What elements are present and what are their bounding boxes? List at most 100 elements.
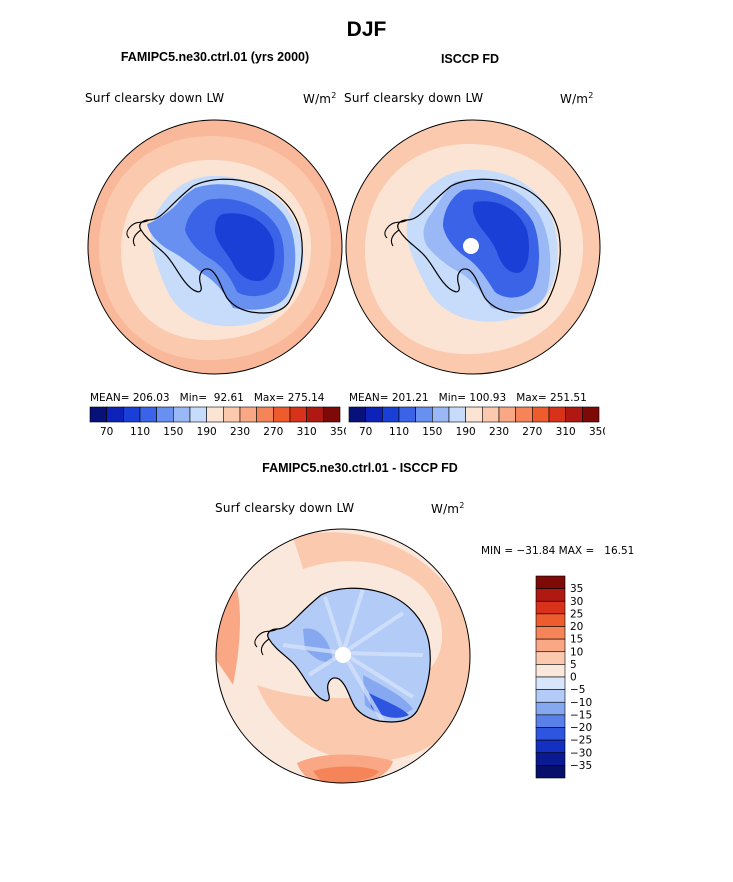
panel-3-colorbar-tick-label-0: 35 — [570, 583, 583, 595]
panel-1-max-label: Max= — [253, 392, 285, 404]
panel-3-coastline — [267, 587, 431, 723]
panel-1-colorbar-box-2 — [123, 406, 141, 423]
panel-1-colorbar-tick-label-7: 350 — [330, 426, 346, 438]
panel-3-colorbar-box-4 — [535, 626, 566, 640]
panel-1-map-border — [87, 119, 343, 375]
panel-2-units: W/m2 — [560, 91, 594, 106]
panel-2-colorbar-box-9 — [498, 406, 516, 423]
panel-1-colorbar-box-1 — [106, 406, 124, 423]
panel-1-colorbar-box-0 — [89, 406, 107, 423]
panel-2-max-label: Max= — [516, 392, 547, 404]
panel-3-colorbar-box-7 — [535, 664, 566, 678]
panel-3-colorbar-tick-label-7: 0 — [570, 672, 577, 684]
panel-3-colorbar-tick-label-14: −35 — [570, 760, 592, 772]
panel-2-colorbar-box-0 — [348, 406, 366, 423]
panel-3-title: FAMIPC5.ne30.ctrl.01 - ISCCP FD — [262, 461, 458, 475]
panel-3-colorbar-box-1 — [535, 588, 566, 602]
panel-2-peninsula-coast — [384, 219, 408, 247]
panel-3-units-exp: 2 — [459, 501, 465, 510]
panel-1-colorbar-box-9 — [239, 406, 257, 423]
panel-2-mean-label: MEAN= — [349, 392, 389, 404]
panel-1-colorbar-box-4 — [156, 406, 174, 423]
page-title: DJF — [346, 18, 387, 41]
panel-3-colorbar-box-2 — [535, 600, 566, 615]
panel-3-pole-missing — [335, 647, 351, 663]
panel-2-colorbar-box-10 — [515, 406, 533, 423]
panel-3-colorbar-tick-label-10: −15 — [570, 709, 592, 721]
panel-3-colorbar-tick-label-4: 15 — [570, 634, 583, 646]
panel-3-map-border — [215, 528, 471, 784]
panel-3-radial-streaks — [282, 588, 424, 723]
panel-2-units-base: W/m — [560, 92, 589, 106]
panel-3-colorbar-box-11 — [535, 714, 566, 728]
panel-3-colorbar-tick-label-8: −5 — [570, 684, 585, 696]
panel-2-map — [345, 119, 601, 375]
panel-2-colorbar-box-12 — [548, 406, 566, 423]
panel-1-stats: MEAN= 206.03 Min= 92.61 Max= 275.14 — [90, 392, 324, 404]
panel-3-units: W/m2 — [431, 501, 465, 516]
panel-1-units-exp: 2 — [331, 91, 337, 100]
panel-2-colorbar-box-6 — [448, 406, 466, 423]
panel-1-max: 275.14 — [287, 392, 325, 404]
panel-2-colorbar-tick-label-2: 150 — [422, 426, 442, 438]
panel-1-colorbar-box-13 — [306, 406, 324, 423]
panel-3-colorbar-box-10 — [535, 701, 566, 716]
panel-3-colorbar-box-5 — [535, 638, 566, 653]
panel-1-colorbar-tick-label-2: 150 — [163, 426, 183, 438]
panel-1-title: FAMIPC5.ne30.ctrl.01 (yrs 2000) — [120, 50, 310, 64]
panel-2-south-america-tip — [346, 171, 360, 197]
panel-2-variable-label: Surf clearsky down LW — [344, 91, 484, 105]
panel-1-colorbar-box-11 — [273, 406, 291, 423]
panel-1-peninsula-coast — [126, 219, 150, 247]
panel-3-colorbar-box-13 — [535, 739, 566, 754]
panel-3-colorbar-tick-label-12: −25 — [570, 735, 592, 747]
panel-3-map — [215, 528, 471, 784]
panel-2-stats: MEAN= 201.21 Min= 100.93 Max= 251.51 — [349, 392, 587, 404]
panel-3-colorbar-box-12 — [535, 727, 566, 741]
panel-2-map-border — [345, 119, 601, 375]
panel-3-colorbar-tick-label-11: −20 — [570, 722, 592, 734]
panel-2-mean: 201.21 — [391, 392, 429, 404]
panel-3-colorbar-box-15 — [535, 765, 566, 779]
panel-2-min-label: Min= — [438, 392, 467, 404]
panel-1-colorbar-tick-label-6: 310 — [297, 426, 317, 438]
panel-2-colorbar-box-8 — [482, 406, 500, 423]
panel-2-colorbar-box-7 — [465, 406, 483, 423]
panel-1-colorbar-box-14 — [323, 406, 341, 423]
panel-1-colorbar-box-10 — [256, 406, 274, 423]
panel-1-min-label: Min= — [179, 392, 208, 404]
panel-1-colorbar-tick-label-0: 70 — [100, 426, 113, 438]
panel-2-title: ISCCP FD — [440, 52, 500, 66]
panel-1-south-america-tip — [88, 171, 102, 197]
panel-1-colorbar-tick-label-1: 110 — [130, 426, 150, 438]
panel-2-colorbar-box-13 — [565, 406, 583, 423]
panel-2-units-exp: 2 — [588, 91, 594, 100]
panel-2-colorbar-tick-label-5: 270 — [522, 426, 542, 438]
panel-3-colorbar-tick-label-2: 25 — [570, 608, 583, 620]
panel-2-colorbar-tick-label-7: 350 — [589, 426, 605, 438]
panel-2-colorbar-box-4 — [415, 406, 433, 423]
panel-3-colorbar-tick-label-5: 10 — [570, 646, 583, 658]
panel-3-units-base: W/m — [431, 502, 460, 516]
panel-1-colorbar: 70 110 150 190 230 270 310 350 — [89, 406, 346, 438]
panel-2-coastline — [397, 178, 561, 314]
panel-3-colorbar-box-9 — [535, 689, 566, 703]
panel-2-max: 251.51 — [550, 392, 587, 404]
panel-3-colorbar-box-8 — [535, 676, 566, 690]
panel-2-colorbar-box-1 — [365, 406, 383, 423]
panel-3-variable-label: Surf clearsky down LW — [215, 501, 355, 515]
panel-3-colorbar-box-6 — [535, 651, 566, 665]
panel-2-colorbar-tick-label-0: 70 — [359, 426, 372, 438]
panel-1-colorbar-box-7 — [206, 406, 224, 423]
panel-2-colorbar-tick-label-1: 110 — [389, 426, 409, 438]
panel-3-colorbar-box-0 — [535, 575, 566, 589]
panel-2-colorbar-tick-label-4: 230 — [489, 426, 509, 438]
panel-1-colorbar-box-12 — [289, 406, 307, 423]
panel-3-colorbar-tick-label-9: −10 — [570, 697, 592, 709]
panel-1-colorbar-box-3 — [139, 406, 157, 423]
panel-1-colorbar-tick-label-4: 230 — [230, 426, 250, 438]
panel-3-south-america-tip — [216, 580, 230, 606]
panel-1-colorbar-box-8 — [223, 406, 241, 423]
panel-2-min: 100.93 — [469, 392, 507, 404]
panel-3-colorbar-box-14 — [535, 752, 566, 766]
